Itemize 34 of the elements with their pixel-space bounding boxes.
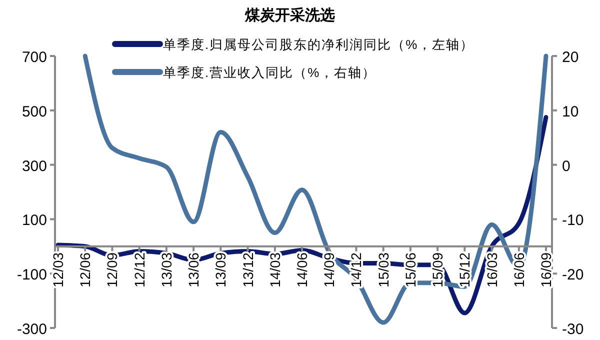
x-tick-label: 14/06: [294, 252, 310, 288]
y-tick-label: -100: [16, 266, 47, 284]
x-tick-label: 13/12: [240, 252, 256, 288]
x-tick-label: 12/12: [131, 252, 148, 288]
chart-title: 煤炭开采洗选: [244, 7, 335, 24]
x-tick-label: 14/09: [321, 252, 338, 288]
x-tick-label: 16/09: [538, 252, 554, 288]
x-tick-label: 13/06: [186, 252, 202, 288]
y2-tick-label: -10: [562, 212, 584, 230]
x-tick-label: 13/09: [212, 252, 229, 288]
x-tick-label: 12/03: [50, 252, 66, 288]
y2-tick-label: -30: [562, 321, 584, 338]
x-tick-label: 12/09: [104, 252, 120, 288]
y-tick-label: -300: [16, 321, 47, 338]
x-tick-label: 14/03: [266, 252, 283, 288]
x-tick-label: 16/06: [510, 252, 527, 288]
legend-label: 单季度.归属母公司股东的净利润同比（%，左轴）: [163, 37, 474, 52]
y2-tick-label: 20: [562, 49, 579, 66]
x-tick-label: 14/12: [348, 252, 364, 288]
y-tick-label: 500: [22, 103, 47, 120]
y-tick-label: 700: [22, 49, 47, 66]
x-tick-label: 15/06: [402, 252, 418, 288]
y2-tick-label: -20: [562, 266, 584, 284]
x-tick-label: 16/03: [484, 252, 500, 288]
x-tick-label: 13/03: [158, 252, 174, 288]
x-tick-label: 12/06: [77, 252, 94, 288]
y-tick-label: 100: [22, 212, 47, 230]
y2-tick-label: 10: [562, 103, 579, 120]
x-tick-label: 15/12: [456, 252, 473, 288]
y2-tick-label: 0: [562, 158, 570, 175]
legend-label: 单季度.营业收入同比（%，右轴）: [163, 65, 376, 80]
y-tick-label: 300: [22, 158, 47, 175]
x-tick-label: 15/09: [430, 252, 446, 288]
x-tick-label: 15/03: [375, 252, 392, 288]
